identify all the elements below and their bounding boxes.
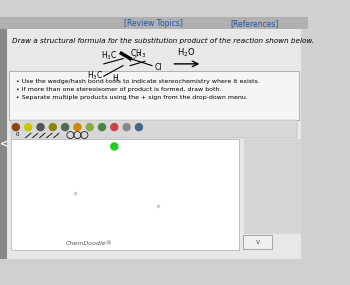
- Circle shape: [111, 124, 118, 131]
- Circle shape: [62, 124, 69, 131]
- Circle shape: [37, 124, 44, 131]
- Text: • Use the wedge/hash bond tools to indicate stereochemistry where it exists.: • Use the wedge/hash bond tools to indic…: [16, 79, 260, 84]
- FancyBboxPatch shape: [9, 71, 299, 120]
- FancyBboxPatch shape: [244, 235, 272, 249]
- FancyBboxPatch shape: [0, 29, 7, 259]
- Text: H$_3$C: H$_3$C: [100, 50, 117, 62]
- Circle shape: [98, 124, 106, 131]
- Text: • Separate multiple products using the + sign from the drop-down menu.: • Separate multiple products using the +…: [16, 95, 248, 100]
- FancyBboxPatch shape: [244, 139, 301, 234]
- Circle shape: [86, 124, 93, 131]
- Circle shape: [12, 124, 20, 131]
- Text: • If more than one stereoisomer of product is formed, draw both.: • If more than one stereoisomer of produ…: [16, 87, 222, 92]
- Text: H$_3$C: H$_3$C: [88, 70, 104, 82]
- Circle shape: [74, 124, 81, 131]
- Text: ChemDoodle®: ChemDoodle®: [66, 241, 113, 246]
- Text: [References]: [References]: [231, 19, 279, 28]
- Text: v: v: [256, 239, 260, 245]
- Text: [Review Topics]: [Review Topics]: [124, 19, 183, 28]
- Text: CH$_3$: CH$_3$: [130, 47, 146, 60]
- Circle shape: [25, 124, 32, 131]
- FancyBboxPatch shape: [10, 139, 239, 250]
- Text: Cl: Cl: [155, 63, 162, 72]
- Text: <: <: [0, 139, 8, 149]
- Circle shape: [111, 143, 118, 150]
- FancyBboxPatch shape: [10, 120, 297, 138]
- Circle shape: [123, 124, 130, 131]
- FancyBboxPatch shape: [0, 17, 308, 29]
- Text: 0: 0: [16, 132, 19, 137]
- Circle shape: [135, 124, 142, 131]
- Circle shape: [49, 124, 56, 131]
- Text: Draw a structural formula for the substitution product of the reaction shown bel: Draw a structural formula for the substi…: [12, 38, 314, 44]
- Text: H$_2$O: H$_2$O: [177, 47, 196, 60]
- Text: H: H: [113, 74, 118, 83]
- FancyBboxPatch shape: [7, 29, 301, 259]
